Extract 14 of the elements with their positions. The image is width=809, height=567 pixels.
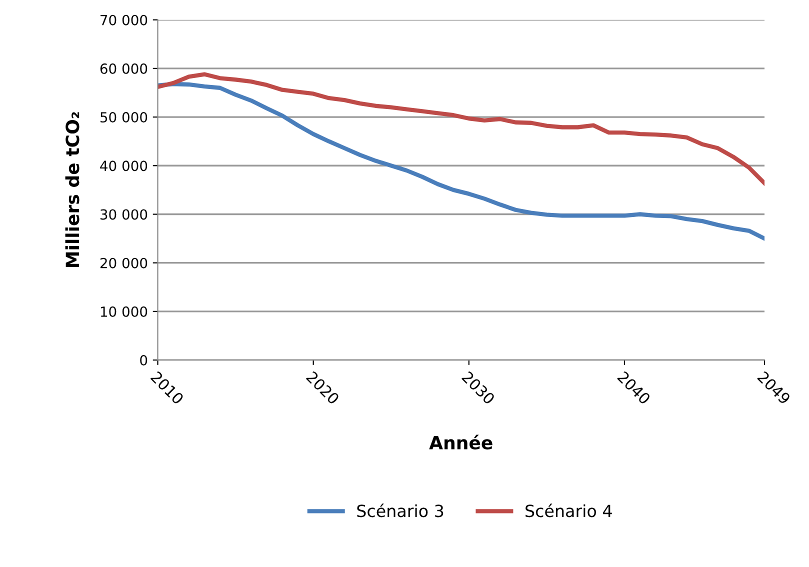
legend-label: Scénario 3 [357, 504, 444, 518]
y-tick-label: 60 000 [100, 63, 148, 74]
line-series [158, 82, 765, 241]
y-tick-label: 20 000 [100, 258, 148, 268]
legend-label: Scénario 4 [526, 504, 612, 518]
line-series [158, 72, 765, 186]
y-tick-label: 70 000 [100, 14, 148, 26]
y-tick-label: 30 000 [100, 209, 148, 220]
y-axis-title: Milliers de tCO₂ [65, 112, 80, 268]
y-tick-label: 10 000 [100, 306, 148, 317]
y-tick-label: 50 000 [100, 112, 148, 123]
y-tick-label: 40 000 [100, 160, 148, 172]
x-axis-title: Année [429, 434, 492, 450]
y-tick-label: 0 [140, 355, 148, 366]
